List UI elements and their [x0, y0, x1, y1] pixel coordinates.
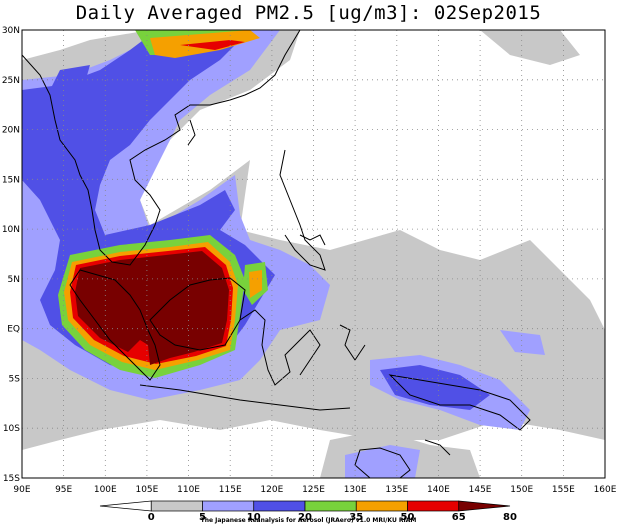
lon-tick-label: 155E [552, 485, 575, 495]
lat-tick-label: 10S [3, 424, 20, 434]
lon-tick-label: 140E [427, 485, 450, 495]
lat-tick-label: 30N [2, 26, 20, 36]
lat-tick-label: 10N [2, 225, 20, 235]
colorbar-label: 80 [503, 512, 517, 523]
pm25-10-20-south [345, 445, 420, 478]
colorbar-label: 20 [298, 512, 312, 523]
lon-tick-label: 130E [344, 485, 367, 495]
colorbar-segment [202, 500, 255, 512]
lon-tick-label: 115E [219, 485, 242, 495]
pm25-65-80-n [180, 40, 245, 50]
latitude-labels: 30N 25N 20N 15N 10N 5N EQ 5S 10S 15S [2, 26, 20, 484]
longitude-labels: 90E 95E 100E 105E 110E 115E 120E 125E 130E 135E 14… [13, 485, 616, 495]
lat-tick-label: 15N [2, 175, 20, 185]
graticule [22, 30, 605, 478]
colorbar-label: 50 [401, 512, 415, 523]
map-title: Daily Averaged PM2.5 [ug/m3]: 02Sep2015 [75, 2, 542, 24]
pm25-10-20-n [500, 330, 545, 355]
lon-tick-label: 90E [13, 485, 30, 495]
colorbar: 0 5 10 20 35 50 65 80 [99, 500, 517, 523]
colorbar-segment [355, 500, 408, 512]
colorbar-label: 5 [199, 512, 206, 523]
lat-tick-label: 25N [2, 76, 20, 86]
lat-tick-label: 5N [8, 275, 20, 285]
pm25-20-35-papua [380, 365, 490, 410]
pm25-50-65-b [249, 270, 262, 298]
colorbar-label: 65 [452, 512, 466, 523]
colorbar-label: 10 [247, 512, 261, 523]
map-frame [21, 29, 606, 479]
colorbar-segment [150, 500, 203, 512]
lon-tick-label: 100E [94, 485, 117, 495]
lon-tick-label: 135E [385, 485, 408, 495]
credit-line: The Japanese Reanalysis for Aerosol (JRA… [200, 517, 417, 524]
colorbar-segment [304, 500, 357, 512]
colorbar-segment [99, 500, 152, 512]
lat-tick-label: 20N [2, 126, 20, 136]
colorbar-segment [458, 500, 511, 512]
lon-tick-label: 125E [302, 485, 325, 495]
lon-tick-label: 95E [55, 485, 72, 495]
pm25-field [22, 30, 605, 478]
lat-tick-label: 15S [3, 474, 20, 484]
colorbar-label: 35 [349, 512, 363, 523]
colorbar-label: 0 [148, 512, 155, 523]
colorbar-segment [407, 500, 460, 512]
lon-tick-label: 160E [594, 485, 617, 495]
colorbar-segment [253, 500, 306, 512]
lon-tick-label: 105E [135, 485, 158, 495]
lon-tick-label: 110E [177, 485, 200, 495]
lat-tick-label: EQ [7, 325, 20, 335]
lon-tick-label: 120E [260, 485, 283, 495]
lon-tick-label: 150E [510, 485, 533, 495]
lat-tick-label: 5S [9, 374, 21, 384]
pm25-5-10-north [480, 30, 580, 65]
lon-tick-label: 145E [469, 485, 492, 495]
